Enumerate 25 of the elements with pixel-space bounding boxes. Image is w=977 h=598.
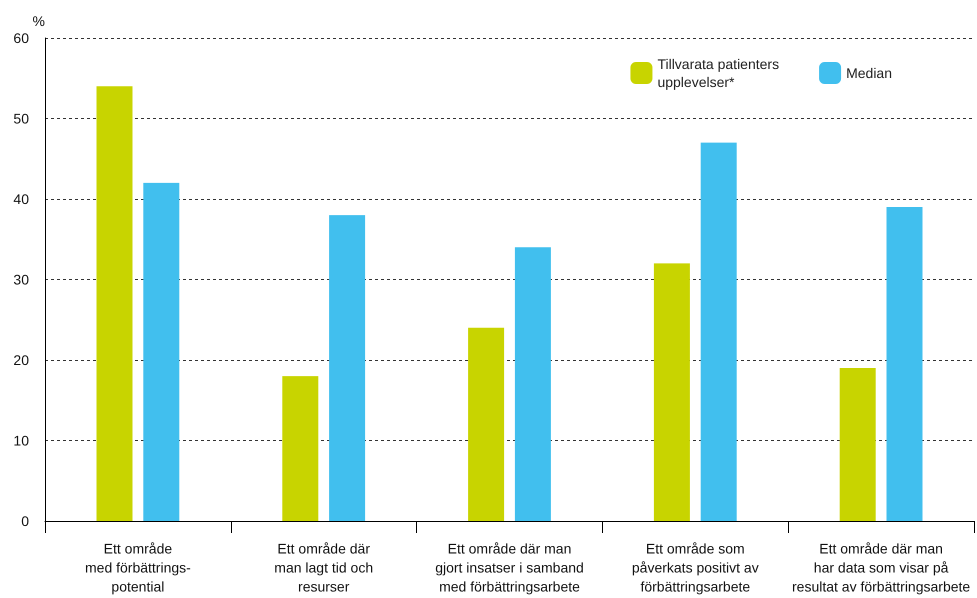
x-tick-label: Ett område som påverkats positivt av förbättringsarbete: [632, 540, 759, 594]
legend-label: Tillvarata patienters upplevelser*: [657, 56, 780, 90]
y-tick-label: 30: [13, 272, 30, 288]
x-tick-label: Ett område där man har data som visar på resultat av förbättringsarbete: [792, 540, 970, 594]
y-tick-label: 50: [13, 110, 30, 126]
y-tick-label: 20: [13, 352, 30, 368]
bar: [840, 368, 876, 521]
bar: [514, 247, 551, 521]
bar: [700, 142, 737, 521]
y-tick-label: 60: [13, 30, 30, 46]
y-tick-label: 10: [13, 432, 30, 448]
legend-label: Median: [846, 65, 892, 81]
y-tick-label: 40: [13, 191, 30, 207]
bar: [329, 215, 366, 521]
x-tick-label: Ett område med förbättrings- potential: [84, 540, 192, 594]
bar: [282, 376, 318, 521]
y-axis-title: %: [32, 13, 45, 29]
x-tick-label: Ett område där man gjort insatser i samband med förbättringsarbete: [435, 540, 584, 594]
x-tick-label: Ett område där man lagt tid och resurser: [274, 540, 374, 594]
y-tick-label: 0: [21, 513, 30, 529]
bar: [886, 207, 922, 521]
bar: [468, 328, 504, 521]
bar: [654, 263, 690, 521]
bar: [96, 86, 132, 521]
bar: [143, 182, 180, 521]
